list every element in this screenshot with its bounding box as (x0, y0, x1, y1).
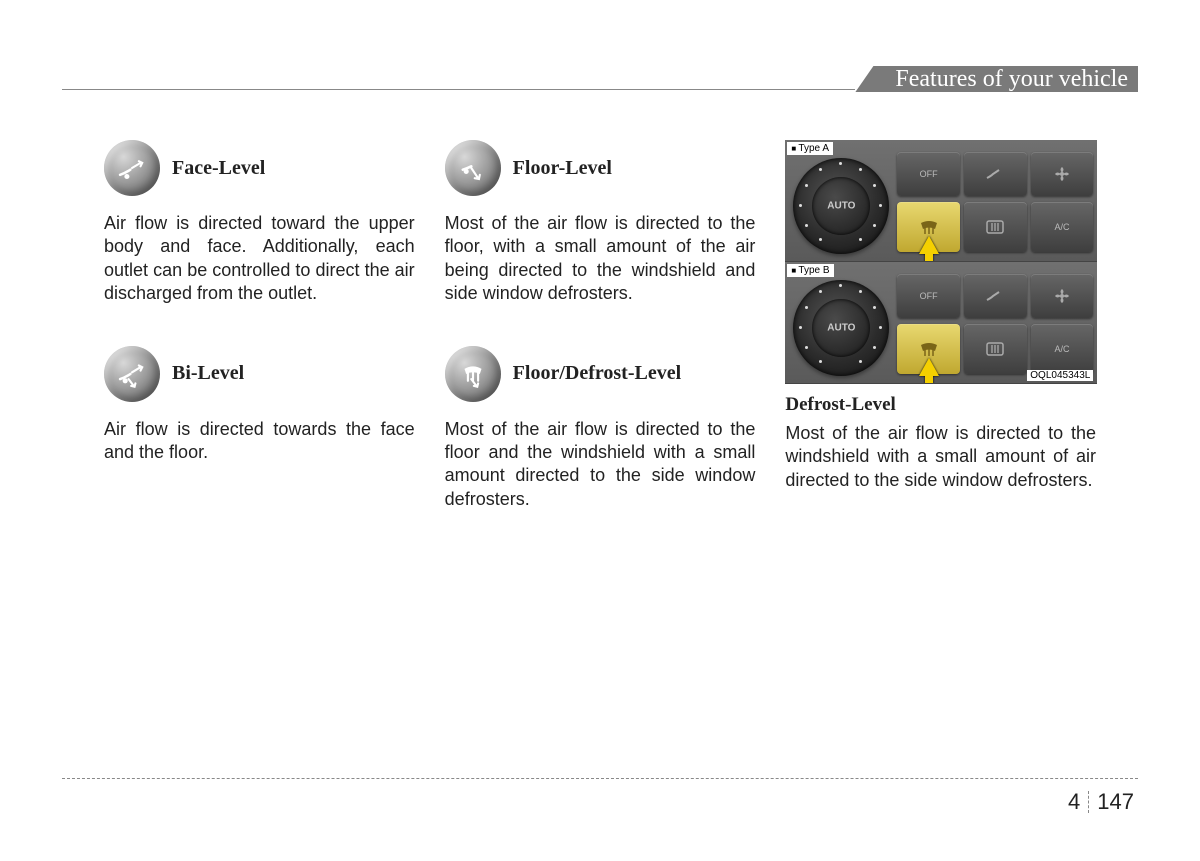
fan-button-b (1031, 274, 1094, 318)
image-reference-code: OQL045343L (1027, 370, 1093, 381)
face-level-body: Air flow is directed toward the upper bo… (104, 212, 415, 306)
column-2: Floor-Level Most of the air flow is dire… (445, 140, 756, 551)
highlight-arrow-b (919, 358, 939, 376)
ac-button: A/C (1031, 202, 1094, 252)
floor-level-icon (445, 140, 501, 196)
face-level-heading-row: Face-Level (104, 140, 415, 196)
panel-b-button-row-top: OFF (897, 274, 1093, 318)
face-level-icon (104, 140, 160, 196)
floor-level-heading: Floor-Level (513, 157, 612, 180)
auto-dial-b-label: AUTO (827, 323, 855, 334)
climate-panel-b: Type B AUTO OFF (785, 262, 1097, 384)
climate-panel-a: Type A AUTO OFF (785, 140, 1097, 262)
floor-defrost-heading-row: Floor/Defrost-Level (445, 346, 756, 402)
off-button-b: OFF (897, 274, 960, 318)
page-number-value: 147 (1097, 789, 1134, 815)
defrost-level-heading: Defrost-Level (785, 394, 1096, 416)
panel-a-button-row-bottom: A/C (897, 202, 1093, 252)
floor-level-body: Most of the air flow is directed to the … (445, 212, 756, 306)
auto-dial-b: AUTO (793, 280, 889, 376)
fan-button (1031, 152, 1094, 196)
bi-level-heading: Bi-Level (172, 362, 244, 385)
floor-level-heading-row: Floor-Level (445, 140, 756, 196)
mode-button (964, 152, 1027, 196)
mode-button-b (964, 274, 1027, 318)
floor-defrost-body: Most of the air flow is directed to the … (445, 418, 756, 512)
ac-button-b: A/C (1031, 324, 1094, 374)
bi-level-icon (104, 346, 160, 402)
section-title-banner: Features of your vehicle (855, 66, 1138, 92)
face-level-heading: Face-Level (172, 157, 265, 180)
column-1: Face-Level Air flow is directed toward t… (104, 140, 415, 551)
column-3: Type A AUTO OFF (785, 140, 1096, 551)
front-defrost-button-b (897, 324, 960, 374)
chapter-number: 4 (1068, 789, 1080, 815)
bi-level-heading-row: Bi-Level (104, 346, 415, 402)
rear-defrost-button-b (964, 324, 1027, 374)
page-number: 4 147 (1068, 789, 1134, 815)
auto-dial-a-label: AUTO (827, 201, 855, 212)
climate-control-figure: Type A AUTO OFF (785, 140, 1097, 384)
panel-a-button-row-top: OFF (897, 152, 1093, 196)
floor-defrost-icon (445, 346, 501, 402)
page-header: Features of your vehicle (62, 60, 1138, 92)
header-rule (62, 89, 855, 90)
bi-level-body: Air flow is directed towards the face an… (104, 418, 415, 465)
section-title: Features of your vehicle (895, 66, 1128, 93)
content-columns: Face-Level Air flow is directed toward t… (104, 140, 1096, 551)
auto-dial-a: AUTO (793, 158, 889, 254)
highlight-arrow-a (919, 236, 939, 254)
footer-rule (62, 778, 1138, 779)
page-separator (1088, 791, 1089, 813)
type-b-tag: Type B (787, 264, 833, 277)
off-button: OFF (897, 152, 960, 196)
defrost-level-body: Most of the air flow is directed to the … (785, 422, 1096, 492)
type-a-tag: Type A (787, 142, 833, 155)
front-defrost-button-a (897, 202, 960, 252)
panel-b-button-row-bottom: A/C (897, 324, 1093, 374)
floor-defrost-heading: Floor/Defrost-Level (513, 362, 681, 385)
rear-defrost-button (964, 202, 1027, 252)
